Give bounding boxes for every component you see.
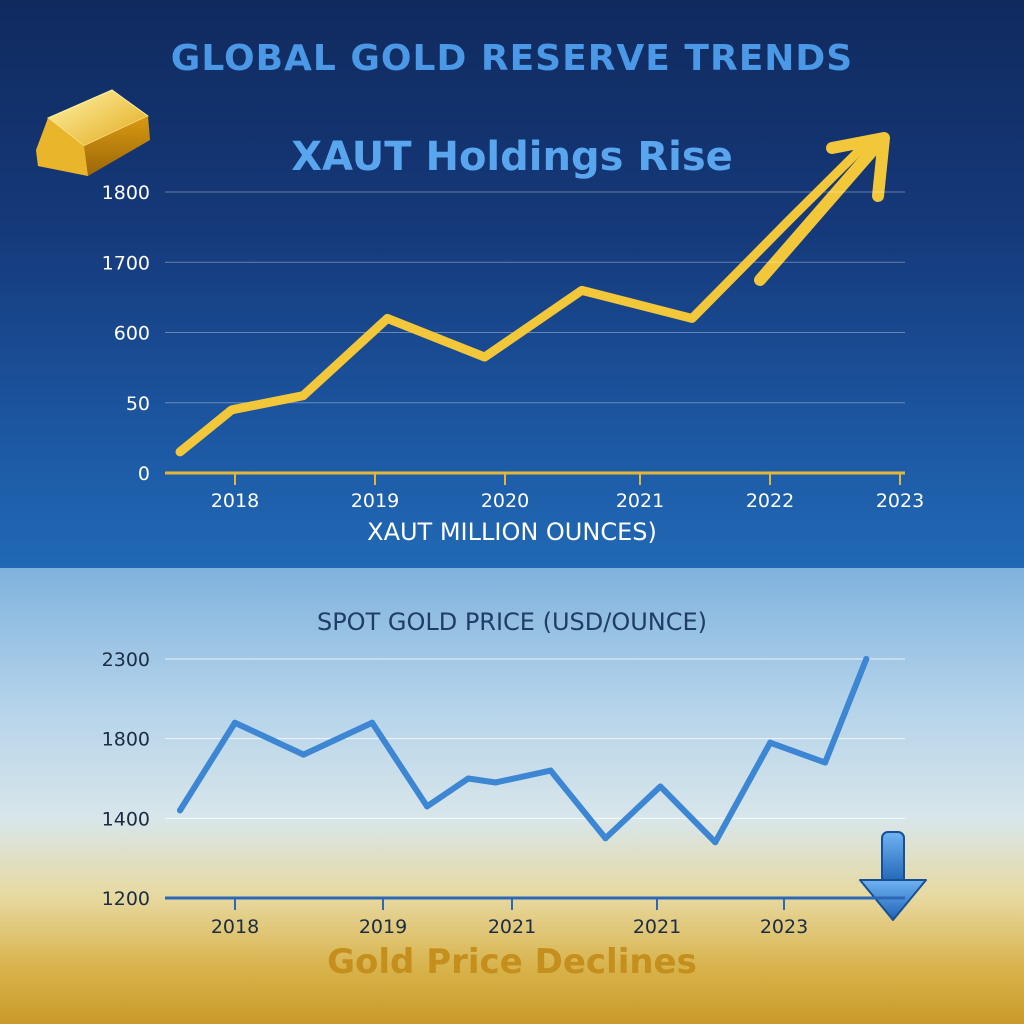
y-tick-label: 1200	[102, 888, 150, 910]
gold-bar-icon	[36, 89, 150, 176]
x-tick-label: 2023	[876, 490, 924, 512]
data-point	[177, 807, 183, 814]
bottom-panel-background	[0, 568, 1024, 1024]
data-point	[492, 779, 499, 786]
data-point	[712, 839, 719, 846]
data-point	[300, 751, 307, 758]
data-point	[547, 767, 554, 774]
x-tick-label: 2021	[633, 916, 681, 938]
data-point	[785, 216, 794, 225]
up-arrow-icon	[754, 132, 890, 286]
x-tick-label: 2021	[616, 490, 664, 512]
x-tick-label: 2018	[211, 916, 259, 938]
data-point	[424, 803, 431, 810]
x-tick-label: 2020	[481, 490, 529, 512]
data-point	[176, 447, 184, 456]
data-point	[863, 138, 872, 147]
y-tick-label: 1400	[102, 808, 150, 830]
bottom-x-axis-title: SPOT GOLD PRICE (USD/OUNCE)	[316, 608, 708, 636]
y-tick-label: 1800	[102, 729, 150, 751]
data-point	[822, 759, 829, 766]
data-point	[863, 656, 870, 662]
y-tick-label: 50	[126, 393, 150, 415]
data-point	[465, 775, 472, 782]
y-tick-label: 0	[138, 463, 150, 485]
data-point	[480, 353, 489, 362]
data-point	[299, 391, 308, 400]
x-tick-label: 2022	[746, 490, 794, 512]
data-point	[657, 783, 664, 790]
data-point	[767, 739, 774, 746]
x-tick-label: 2023	[760, 916, 808, 938]
bottom-caption: Gold Price Declines	[327, 942, 697, 982]
top-chart-title: XAUT Holdings Rise	[291, 134, 733, 180]
down-arrow-icon	[859, 831, 927, 921]
series-line	[177, 656, 870, 846]
data-point	[383, 314, 392, 323]
y-tick-label: 1700	[102, 252, 150, 274]
y-tick-label: 2300	[102, 649, 150, 671]
main-title: GLOBAL GOLD RESERVE TRENDS	[170, 38, 854, 79]
x-tick-label: 2018	[211, 490, 259, 512]
top-x-axis-title: XAUT MILLION OUNCES)	[367, 518, 657, 546]
data-point	[369, 719, 376, 726]
data-point	[688, 314, 697, 323]
x-tick-label: 2019	[359, 916, 407, 938]
data-point	[231, 719, 238, 726]
data-point	[602, 835, 609, 842]
data-point	[577, 286, 586, 295]
x-tick-label: 2021	[488, 916, 536, 938]
data-point	[227, 405, 236, 414]
y-tick-label: 600	[114, 323, 150, 345]
x-tick-label: 2019	[351, 490, 399, 512]
y-tick-label: 1800	[102, 182, 150, 204]
